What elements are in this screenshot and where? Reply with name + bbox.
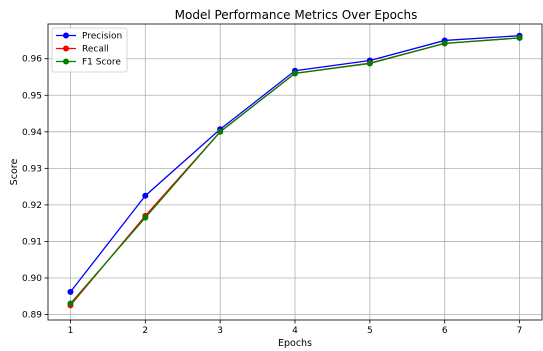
legend: Precision Recall F1 Score [51, 27, 128, 73]
data-point-f1-score [217, 128, 224, 135]
legend-marker-f1-score [63, 58, 69, 65]
y-tick-label: 0.90 [22, 274, 42, 284]
data-point-precision [67, 288, 74, 295]
x-tick-label: 2 [142, 326, 148, 336]
data-point-f1-score [142, 214, 149, 221]
y-tick-label: 0.95 [22, 91, 42, 101]
data-point-precision [142, 192, 149, 199]
data-point-f1-score [516, 34, 523, 41]
x-tick-label: 1 [68, 326, 74, 336]
legend-label-precision: Precision [82, 32, 122, 42]
data-point-f1-score [292, 70, 298, 77]
x-tick-label: 5 [367, 326, 373, 336]
x-axis: 1 2 3 4 5 6 7 [68, 320, 523, 336]
grid [48, 24, 542, 320]
x-tick-label: 3 [217, 326, 223, 336]
data-point-f1-score [67, 300, 74, 307]
y-axis-label: Score [9, 159, 20, 186]
data-point-f1-score [366, 60, 373, 67]
y-axis: 0.89 0.90 0.91 0.92 0.93 0.94 0.95 0.96 [22, 55, 48, 321]
series-f1-score [67, 34, 523, 307]
y-tick-label: 0.89 [22, 311, 42, 321]
y-tick-label: 0.92 [22, 201, 42, 211]
y-tick-label: 0.93 [22, 164, 42, 174]
x-tick-label: 6 [442, 326, 448, 336]
legend-label-f1-score: F1 Score [82, 58, 121, 68]
x-tick-label: 7 [517, 326, 523, 336]
y-tick-label: 0.94 [22, 128, 42, 138]
data-point-f1-score [441, 40, 448, 47]
legend-marker-recall [63, 45, 69, 52]
series-layer [67, 32, 523, 309]
legend-marker-precision [63, 32, 69, 39]
y-tick-label: 0.96 [22, 55, 42, 65]
x-tick-label: 4 [292, 326, 298, 336]
chart-title: Model Performance Metrics Over Epochs [175, 8, 418, 22]
y-tick-label: 0.91 [22, 237, 42, 247]
legend-label-recall: Recall [82, 45, 109, 55]
x-axis-label: Epochs [278, 338, 312, 349]
